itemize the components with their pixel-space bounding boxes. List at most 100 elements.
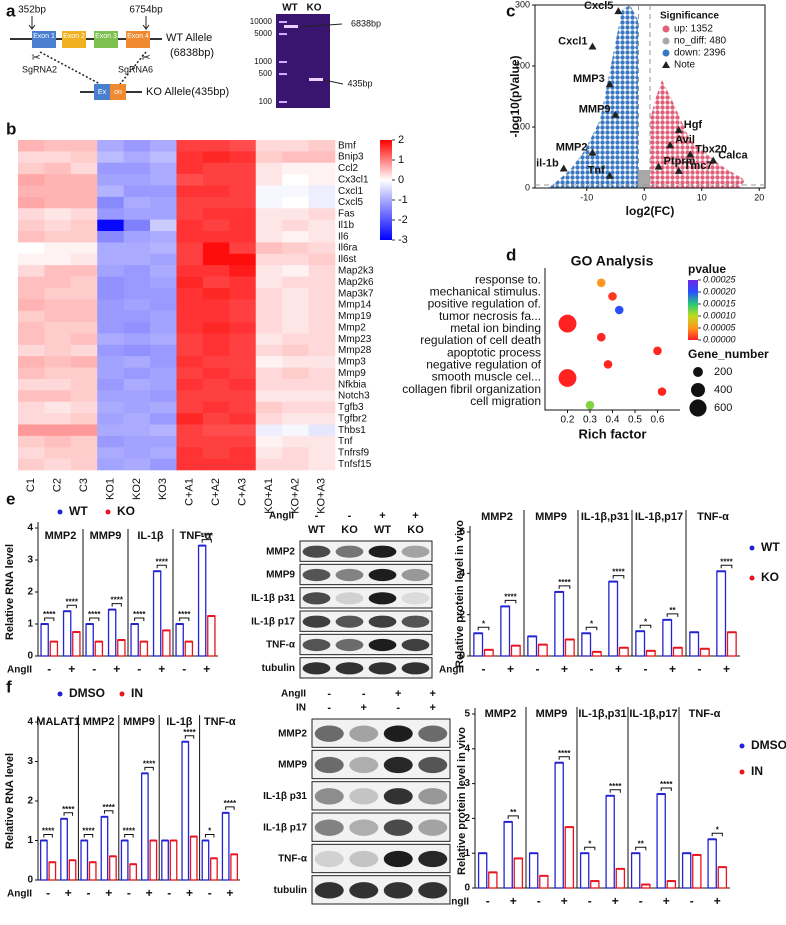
blot-band bbox=[349, 725, 379, 742]
blot-protein-label: MMP2 bbox=[266, 546, 295, 557]
heat-cell bbox=[70, 333, 98, 346]
heat-cell bbox=[18, 231, 45, 243]
bar bbox=[564, 826, 575, 889]
note-label: MMP9 bbox=[579, 104, 611, 116]
heat-cell bbox=[282, 196, 309, 209]
heat-cell bbox=[70, 253, 98, 266]
legend-swatch bbox=[662, 61, 670, 68]
bar bbox=[539, 875, 549, 889]
note-label: Avil bbox=[675, 134, 695, 146]
y-axis-label: Relative protein level in vivo bbox=[454, 520, 466, 668]
heat-cell bbox=[18, 185, 45, 198]
row-label: Mmp3 bbox=[338, 357, 366, 368]
heat-cell bbox=[70, 299, 98, 311]
legend-label: DMSO bbox=[751, 738, 786, 752]
y-tick-label: 300 bbox=[515, 0, 530, 9]
heat-cell bbox=[176, 276, 204, 289]
size-label: 200 bbox=[714, 366, 732, 378]
heat-cell bbox=[70, 208, 98, 220]
condition-tick: - bbox=[644, 662, 648, 676]
bar bbox=[210, 857, 218, 881]
sig-bracket bbox=[666, 613, 679, 617]
note-label: Tnf bbox=[588, 165, 605, 177]
bubble bbox=[596, 332, 606, 342]
heat-cell bbox=[255, 162, 283, 175]
heat-cell bbox=[44, 356, 72, 368]
heat-cell bbox=[202, 413, 230, 425]
heat-cell bbox=[70, 367, 98, 380]
heat-cell bbox=[97, 219, 124, 232]
scissors: ✂ bbox=[141, 52, 150, 64]
y-tick-label: 0 bbox=[464, 883, 470, 894]
blot-band bbox=[335, 662, 364, 675]
condition-tick: - bbox=[127, 886, 131, 900]
heat-cell bbox=[70, 265, 98, 277]
sig-bracket bbox=[720, 564, 733, 569]
sig-label: ** bbox=[638, 839, 645, 848]
heat-cell bbox=[97, 299, 124, 311]
heat-cell bbox=[282, 447, 309, 459]
group-label: MMP2 bbox=[481, 511, 513, 523]
heat-cell bbox=[18, 401, 45, 414]
heat-cell bbox=[97, 344, 124, 357]
sig-bracket bbox=[660, 787, 672, 792]
heat-cell bbox=[255, 322, 283, 334]
heat-cell bbox=[308, 413, 336, 425]
column-label: KO3 bbox=[157, 478, 169, 500]
sig-label: * bbox=[716, 825, 720, 834]
condition-tick: + bbox=[68, 662, 75, 676]
heat-cell bbox=[282, 299, 309, 311]
up-cloud bbox=[650, 80, 745, 188]
bar bbox=[40, 623, 49, 657]
heat-cell bbox=[18, 367, 45, 380]
blot-frame bbox=[299, 633, 433, 656]
heat-cell bbox=[176, 151, 204, 164]
heat-cell bbox=[229, 458, 257, 471]
heat-cell bbox=[97, 276, 124, 289]
term-label: response to. bbox=[475, 272, 541, 286]
heat-cell bbox=[44, 242, 72, 255]
condition-tick: + bbox=[615, 662, 622, 676]
bar bbox=[39, 839, 48, 881]
y-tick-label: 5 bbox=[464, 709, 470, 720]
legend-label: Note bbox=[674, 60, 696, 71]
note-label: MMP2 bbox=[556, 142, 588, 154]
heat-cell bbox=[176, 231, 204, 243]
colorbar-label: 1 bbox=[398, 154, 404, 166]
bar bbox=[681, 852, 692, 889]
heat-cell bbox=[255, 253, 283, 266]
condition-tick: - bbox=[47, 662, 51, 676]
heat-cell bbox=[70, 162, 98, 175]
y-tick-label: 4 bbox=[459, 568, 465, 579]
x-tick-label: 0 bbox=[642, 192, 647, 202]
heat-cell bbox=[18, 140, 45, 152]
heat-cell bbox=[123, 162, 151, 175]
condition-tick: - bbox=[46, 886, 50, 900]
y-axis-label: -log10(pValue) bbox=[508, 55, 522, 137]
column-label: KO+A1 bbox=[263, 478, 275, 514]
bar bbox=[615, 868, 626, 889]
term-label: positive regulation of. bbox=[428, 297, 541, 311]
heat-cell bbox=[97, 458, 124, 471]
row-label: Cxcl1 bbox=[338, 186, 363, 197]
bar bbox=[130, 623, 139, 657]
x-tick-label: -10 bbox=[580, 192, 593, 202]
group-label: MMP9 bbox=[536, 708, 568, 720]
sig-label: **** bbox=[156, 557, 169, 566]
heat-cell bbox=[150, 231, 177, 243]
blot-band bbox=[368, 638, 397, 652]
heat-cell bbox=[44, 253, 72, 266]
heat-cell bbox=[44, 265, 72, 277]
allele-size: (6838bp) bbox=[170, 47, 214, 59]
heat-cell bbox=[97, 287, 124, 300]
heat-cell bbox=[150, 208, 177, 220]
blot-band bbox=[418, 756, 448, 774]
x-tick-label: 0.3 bbox=[583, 415, 597, 426]
condition-tick: + bbox=[561, 662, 568, 676]
row-label: Tnf bbox=[338, 436, 353, 447]
group-label: IL-1β,p31 bbox=[578, 708, 626, 720]
heat-cell bbox=[123, 401, 151, 414]
group-label: MMP9 bbox=[535, 511, 567, 523]
sig-bracket bbox=[225, 806, 235, 810]
sig-bracket bbox=[89, 617, 100, 621]
